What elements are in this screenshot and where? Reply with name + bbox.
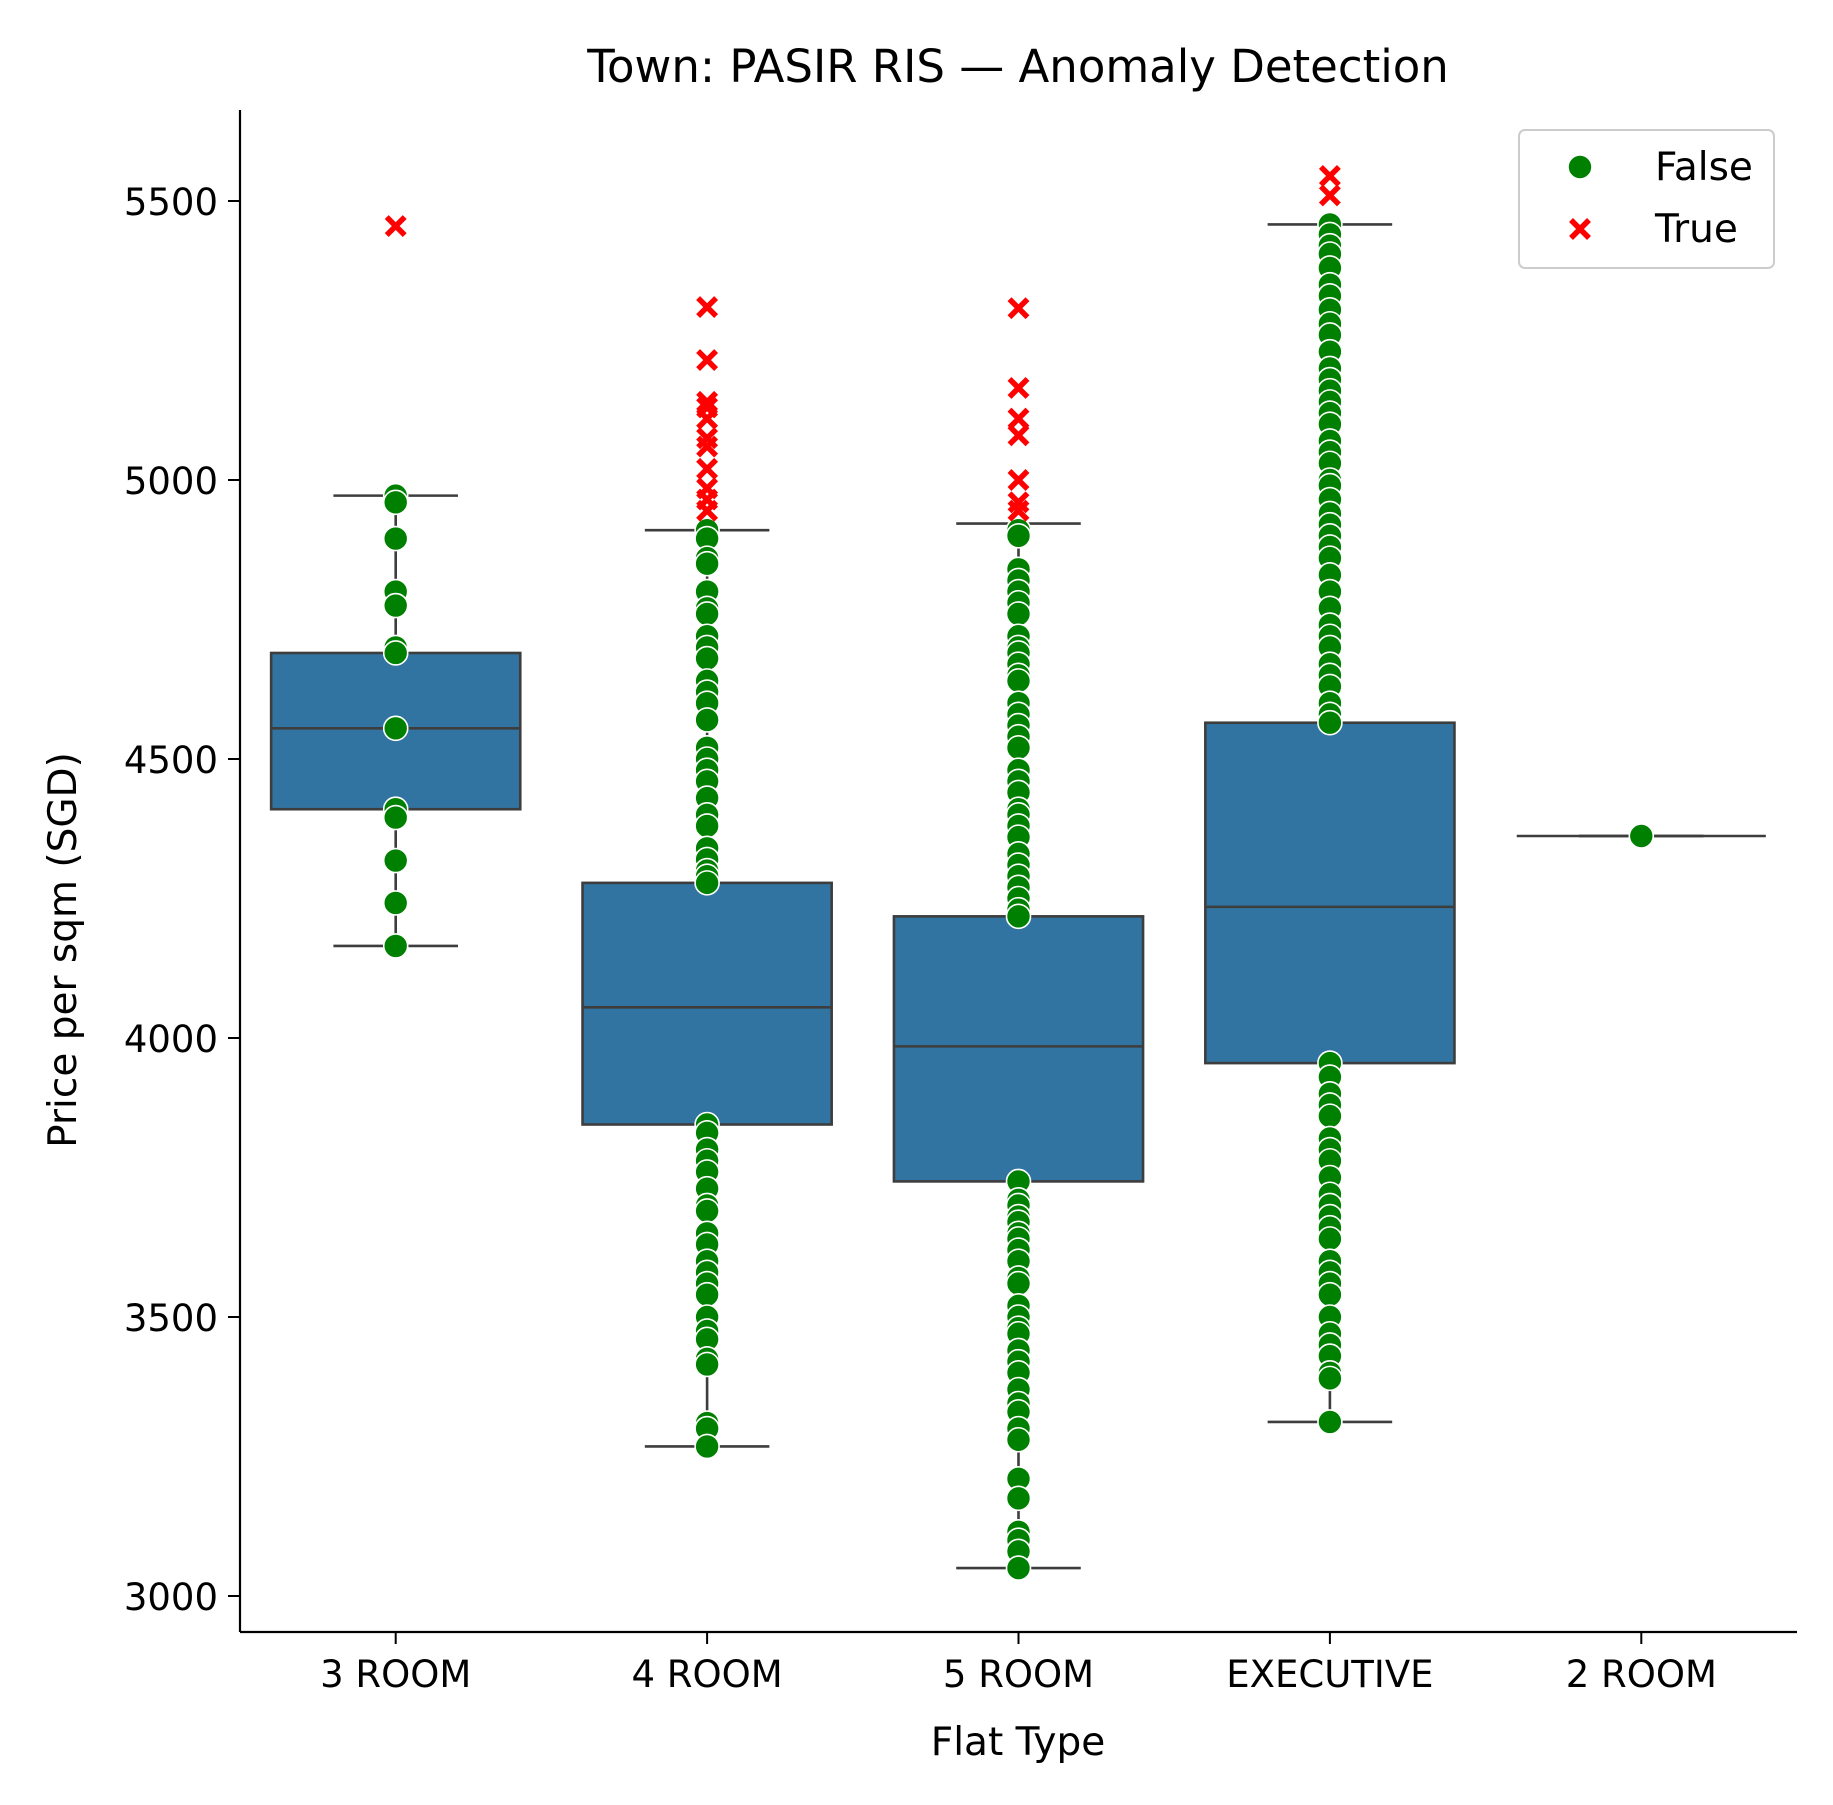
- point-true: [696, 435, 719, 458]
- point-false: [694, 601, 720, 627]
- point-false: [694, 1281, 720, 1308]
- point-false: [694, 645, 720, 672]
- legend-label-true: True: [1654, 207, 1738, 252]
- plot-area: 3000 3500 4000 4500 5000 5500 3 ROOM 4 ROOM 5 RO…: [124, 110, 1797, 1696]
- chart-title: Town: PASIR RIS — Anomaly Detection: [586, 40, 1449, 93]
- point-false: [1317, 1281, 1343, 1308]
- point-true: [696, 296, 719, 318]
- y-tick-label: 4000: [124, 1018, 218, 1061]
- point-false: [1005, 522, 1032, 549]
- point-true: [696, 349, 719, 371]
- x-tick-label: 4 ROOM: [632, 1653, 783, 1696]
- point-false: [1628, 823, 1655, 849]
- point-false: [382, 847, 409, 874]
- point-true: [384, 215, 407, 238]
- x-tick-label: 5 ROOM: [943, 1653, 1094, 1696]
- y-tick-label: 5000: [124, 460, 218, 503]
- point-false: [382, 933, 409, 959]
- legend-label-false: False: [1655, 145, 1753, 190]
- point-false: [1005, 668, 1032, 694]
- point-false: [694, 550, 720, 577]
- point-false: [1005, 1555, 1032, 1581]
- point-true: [1318, 184, 1341, 207]
- point-false: [382, 715, 409, 742]
- point-false: [694, 1433, 720, 1460]
- y-tick-label: 5500: [124, 181, 218, 224]
- point-true: [1318, 164, 1341, 187]
- point-false: [1005, 903, 1032, 930]
- point-true: [1007, 407, 1030, 430]
- point-false: [1317, 709, 1343, 736]
- x-tick-label: 2 ROOM: [1566, 1653, 1717, 1696]
- point-false: [382, 525, 409, 552]
- y-tick-label: 4500: [124, 739, 218, 782]
- point-false: [694, 707, 720, 733]
- point-true: [696, 457, 719, 480]
- point-false: [1005, 1426, 1032, 1453]
- point-true: [696, 407, 719, 430]
- point-true: [1007, 376, 1030, 399]
- point-false: [1005, 1270, 1032, 1297]
- legend-marker-true: [1569, 218, 1591, 240]
- point-true: [696, 499, 719, 522]
- point-false: [1005, 601, 1032, 627]
- legend: False True: [1518, 129, 1775, 269]
- box-iqr: [892, 915, 1145, 1183]
- x-axis-label: Flat Type: [931, 1720, 1105, 1765]
- x-tick-label: 3 ROOM: [320, 1653, 471, 1696]
- point-true: [1007, 499, 1030, 522]
- y-tick-label: 3000: [124, 1576, 218, 1619]
- point-false: [382, 592, 409, 619]
- legend-marker-false: [1567, 154, 1593, 180]
- point-false: [382, 489, 409, 516]
- box-iqr: [1204, 721, 1456, 1065]
- point-false: [694, 813, 720, 839]
- point-true: [696, 390, 719, 413]
- point-false: [1317, 1103, 1343, 1129]
- point-false: [694, 870, 720, 896]
- point-false: [694, 1351, 720, 1378]
- y-tick-label: 3500: [124, 1297, 218, 1340]
- point-false: [1317, 1365, 1343, 1392]
- point-false: [1005, 735, 1032, 761]
- y-axis-label: Price per sqm (SGD): [41, 752, 86, 1148]
- x-tick-label: EXECUTIVE: [1226, 1653, 1433, 1696]
- point-false: [1317, 1409, 1343, 1435]
- point-false: [1005, 1485, 1032, 1512]
- box-iqr: [581, 881, 833, 1126]
- point-true: [1007, 469, 1030, 491]
- point-true: [1007, 424, 1030, 447]
- point-false: [694, 1198, 720, 1224]
- point-false: [1317, 1226, 1343, 1252]
- point-false: [382, 890, 409, 916]
- point-false: [382, 640, 409, 666]
- point-true: [1007, 297, 1030, 320]
- point-false: [382, 804, 409, 831]
